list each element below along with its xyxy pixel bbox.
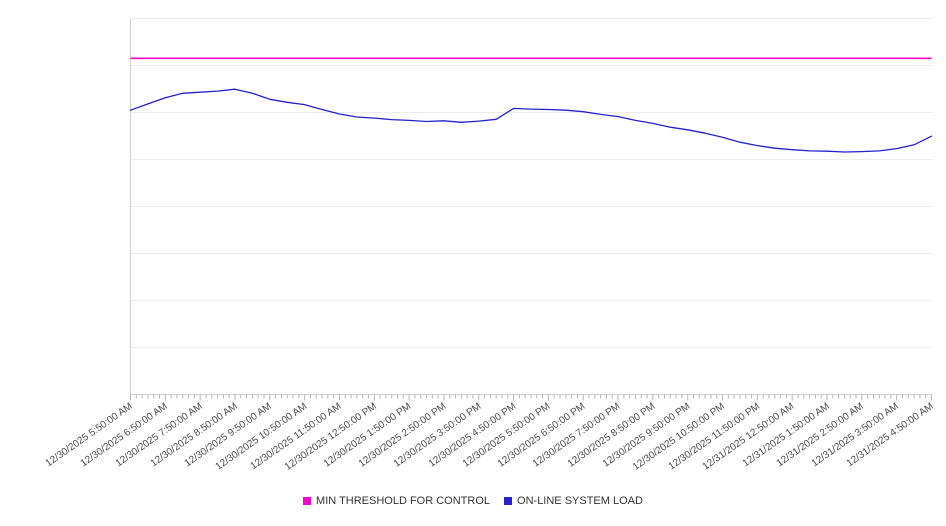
- legend-swatch-online-system-load-icon: [504, 497, 513, 505]
- legend-swatch-min-threshold-icon: [303, 497, 312, 505]
- legend-label-min-threshold: MIN THRESHOLD FOR CONTROL: [316, 495, 491, 507]
- series-online-system-load-line: [129, 88, 933, 153]
- chart-legend: MIN THRESHOLD FOR CONTROL ON-LINE SYSTEM…: [0, 495, 946, 507]
- chart-plot: [129, 18, 933, 401]
- legend-item-online-system-load[interactable]: ON-LINE SYSTEM LOAD: [504, 495, 643, 507]
- legend-label-online-system-load: ON-LINE SYSTEM LOAD: [517, 495, 643, 507]
- legend-item-min-threshold[interactable]: MIN THRESHOLD FOR CONTROL: [303, 495, 490, 507]
